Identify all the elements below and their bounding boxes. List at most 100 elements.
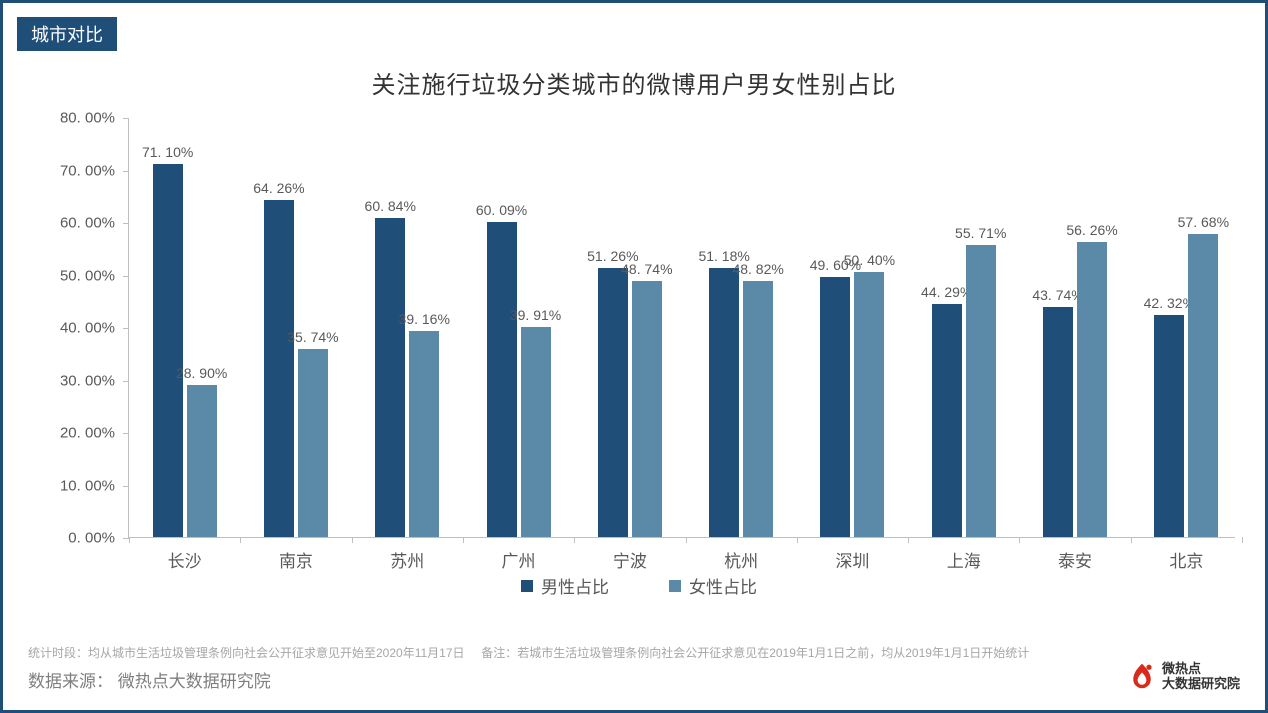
bar-female: 56. 26% [1077,242,1107,537]
bar-male: 43. 74% [1043,307,1073,537]
bar-group: 44. 29%55. 71%上海 [908,117,1019,537]
bar-group: 42. 32%57. 68%北京 [1131,117,1242,537]
bar-value-label: 57. 68% [1178,214,1229,230]
y-tick-label: 0. 00% [68,530,115,547]
x-category-label: 宁波 [613,547,647,572]
bar-female: 57. 68% [1188,234,1218,537]
bar-group: 60. 84%39. 16%苏州 [352,117,463,537]
brand-logo: 微热点 大数据研究院 [1128,661,1240,692]
legend-swatch-male [521,580,533,592]
footer-source: 数据来源： 微热点大数据研究院 [28,667,1240,692]
bar-female: 48. 74% [632,281,662,537]
legend: 男性占比 女性占比 [43,573,1235,598]
x-category-label: 广州 [502,547,536,572]
brand-bottom: 大数据研究院 [1162,676,1240,692]
bar-value-label: 56. 26% [1066,222,1117,238]
x-tick-mark [686,537,687,543]
x-tick-mark [1131,537,1132,543]
footer: 统计时段：均从城市生活垃圾管理条例向社会公开征求意见开始至2020年11月17日… [28,644,1240,692]
bar-value-label: 60. 84% [365,198,416,214]
y-tick-label: 20. 00% [60,425,115,442]
bar-value-label: 42. 32% [1144,295,1195,311]
y-tick-label: 10. 00% [60,477,115,494]
bar-value-label: 39. 16% [399,311,450,327]
bar-value-label: 71. 10% [142,144,193,160]
footer-note-right: 备注：若城市生活垃圾管理条例向社会公开征求意见在2019年1月1日之前，均从20… [481,646,1029,660]
bar-female: 39. 91% [521,327,551,537]
footer-note-left: 统计时段：均从城市生活垃圾管理条例向社会公开征求意见开始至2020年11月17日 [28,646,465,660]
x-tick-mark [463,537,464,543]
bar-male: 60. 09% [487,222,517,537]
bar-group: 71. 10%28. 90%长沙 [129,117,240,537]
x-tick-mark [1019,537,1020,543]
x-category-label: 南京 [279,547,313,572]
bar-female: 55. 71% [966,245,996,537]
bar-value-label: 43. 74% [1032,287,1083,303]
bar-male: 51. 18% [709,268,739,537]
bar-value-label: 39. 91% [510,307,561,323]
y-tick-label: 60. 00% [60,215,115,232]
y-axis: 0. 00%10. 00%20. 00%30. 00%40. 00%50. 00… [43,118,123,538]
y-tick-label: 80. 00% [60,110,115,127]
section-badge: 城市对比 [17,17,117,51]
bar-value-label: 50. 40% [844,252,895,268]
bar-value-label: 35. 74% [287,329,338,345]
x-tick-mark [352,537,353,543]
x-tick-mark [129,537,130,543]
x-tick-mark [1242,537,1243,543]
bar-female: 50. 40% [854,272,884,537]
brand-text: 微热点 大数据研究院 [1162,661,1240,692]
x-category-label: 杭州 [724,547,758,572]
bar-female: 39. 16% [409,331,439,537]
bar-group: 51. 18%48. 82%杭州 [686,117,797,537]
x-tick-mark [797,537,798,543]
y-tick-label: 40. 00% [60,320,115,337]
bar-male: 64. 26% [264,200,294,537]
x-tick-mark [908,537,909,543]
bar-female: 48. 82% [743,281,773,537]
bar-male: 71. 10% [153,164,183,537]
x-tick-mark [574,537,575,543]
bar-male: 60. 84% [375,218,405,537]
y-tick-label: 70. 00% [60,162,115,179]
bar-value-label: 28. 90% [176,365,227,381]
legend-swatch-female [669,580,681,592]
bar-male: 44. 29% [932,304,962,537]
source-label: 数据来源： [28,672,113,691]
x-tick-mark [240,537,241,543]
bar-male: 49. 60% [820,277,850,537]
x-category-label: 苏州 [390,547,424,572]
x-category-label: 长沙 [168,547,202,572]
legend-label-female: 女性占比 [689,573,757,598]
legend-item-male: 男性占比 [521,573,609,598]
y-tick-label: 50. 00% [60,267,115,284]
x-category-label: 深圳 [835,547,869,572]
chart-area: 0. 00% 10. 00% 20. 00% 30. 00% 40. 00% 50. 00… [43,118,1235,598]
bar-female: 35. 74% [298,349,328,537]
bar-value-label: 48. 82% [732,261,783,277]
bar-group: 51. 26%48. 74%宁波 [574,117,685,537]
footer-note: 统计时段：均从城市生活垃圾管理条例向社会公开征求意见开始至2020年11月17日… [28,644,1240,661]
chart-title: 关注施行垃圾分类城市的微博用户男女性别占比 [3,65,1265,100]
bar-group: 64. 26%35. 74%南京 [240,117,351,537]
flame-icon [1128,662,1156,690]
source-value: 微热点大数据研究院 [118,672,271,691]
x-category-label: 北京 [1169,547,1203,572]
bar-group: 43. 74%56. 26%泰安 [1019,117,1130,537]
legend-item-female: 女性占比 [669,573,757,598]
bar-value-label: 64. 26% [253,180,304,196]
bar-group: 49. 60%50. 40%深圳 [797,117,908,537]
bar-male: 42. 32% [1154,315,1184,537]
bar-value-label: 60. 09% [476,202,527,218]
x-category-label: 泰安 [1058,547,1092,572]
brand-top: 微热点 [1162,661,1240,677]
bar-group: 60. 09%39. 91%广州 [463,117,574,537]
bar-value-label: 44. 29% [921,284,972,300]
bar-female: 28. 90% [187,385,217,537]
plot-area: 71. 10%28. 90%长沙64. 26%35. 74%南京60. 84%3… [128,118,1235,538]
bar-value-label: 48. 74% [621,261,672,277]
bar-male: 51. 26% [598,268,628,537]
legend-label-male: 男性占比 [541,573,609,598]
x-category-label: 上海 [947,547,981,572]
y-tick-label: 30. 00% [60,372,115,389]
